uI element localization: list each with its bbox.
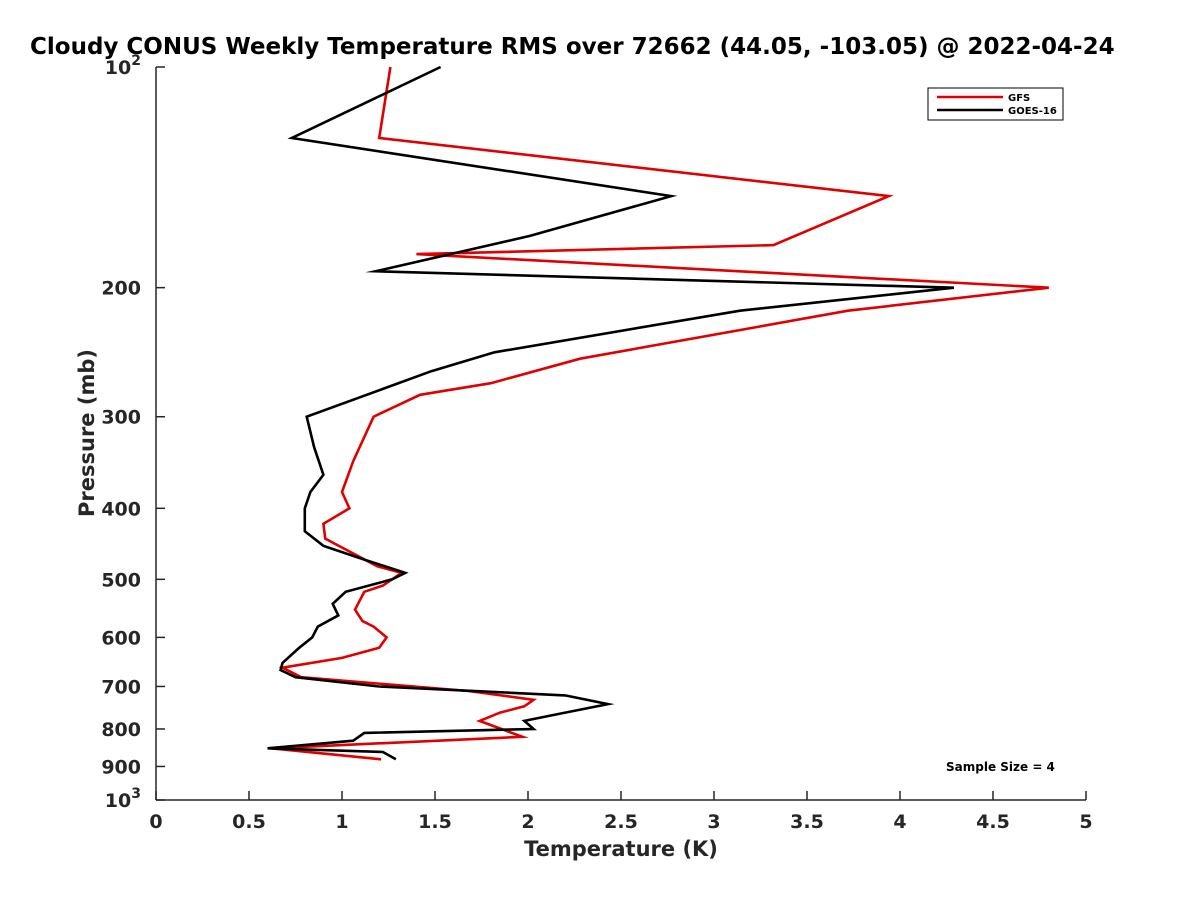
x-tick-label: 1.5 — [418, 811, 452, 833]
chart-title: Cloudy CONUS Weekly Temperature RMS over… — [30, 34, 1115, 60]
x-tick-label: 2 — [521, 811, 534, 833]
y-tick-label: 800 — [101, 719, 141, 741]
plot-area — [267, 65, 1049, 761]
y-tick-label: 200 — [101, 278, 141, 300]
x-tick-label: 3.5 — [790, 811, 824, 833]
y-tick-label: 600 — [101, 627, 141, 649]
y-tick-label: 103 — [105, 786, 141, 812]
x-axis-label: Temperature (K) — [524, 837, 718, 861]
y-tick-label: 102 — [105, 53, 141, 79]
legend-entry-label: GOES-16 — [1008, 106, 1057, 117]
y-tick-label: 500 — [101, 569, 141, 591]
y-tick-label: 400 — [101, 498, 141, 520]
series-line-goes-16 — [267, 65, 955, 761]
y-tick-label: 900 — [101, 756, 141, 778]
x-tick-label: 1 — [335, 811, 348, 833]
x-tick-label: 5 — [1079, 811, 1092, 833]
x-axis-ticks: 0 0.5 1 1.5 2 2.5 3 3.5 4 4.5 5 — [149, 791, 1093, 833]
y-tick-label: 300 — [101, 407, 141, 429]
x-tick-label: 4 — [893, 811, 906, 833]
series-line-gfs — [271, 66, 1049, 761]
x-tick-label: 4.5 — [976, 811, 1010, 833]
x-tick-label: 2.5 — [604, 811, 638, 833]
sample-size-annotation: Sample Size = 4 — [946, 760, 1055, 774]
legend: GFS GOES-16 — [927, 87, 1064, 121]
x-tick-label: 3 — [707, 811, 720, 833]
y-axis-label: Pressure (mb) — [75, 349, 99, 517]
x-tick-label: 0.5 — [232, 811, 266, 833]
legend-entry-label: GFS — [1008, 93, 1030, 104]
x-tick-label: 0 — [149, 811, 162, 833]
legend-box — [927, 87, 1064, 121]
y-axis-ticks: 102 200 300 400 500 600 700 800 900 103 — [101, 53, 165, 812]
y-tick-label: 700 — [101, 676, 141, 698]
